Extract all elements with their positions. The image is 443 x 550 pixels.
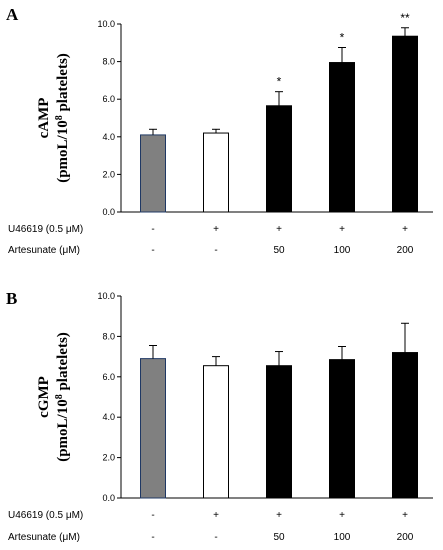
treatment-row-label: Artesunate (μM)	[8, 532, 80, 543]
bar	[266, 365, 292, 499]
y-tick-label: 2.0	[102, 169, 115, 179]
panel-letter: B	[6, 289, 17, 308]
y-axis-label-line2-rest: platelets)	[55, 53, 71, 115]
bar	[203, 132, 229, 213]
treatment-row-value: -	[151, 224, 154, 235]
y-tick-label: 6.0	[102, 372, 115, 382]
significance-marker: *	[340, 31, 345, 45]
y-tick-label: 8.0	[102, 331, 115, 341]
significance-marker: **	[400, 11, 410, 25]
treatment-row-value: +	[276, 224, 282, 235]
bar	[266, 105, 292, 213]
y-axis-label-line2-rest: platelets)	[55, 332, 71, 394]
treatment-row-value: +	[339, 510, 345, 521]
treatment-row-value: +	[213, 224, 219, 235]
y-tick-label: 6.0	[102, 94, 115, 104]
treatment-row-label: U46619 (0.5 μM)	[8, 224, 83, 235]
significance-marker: *	[277, 75, 282, 89]
y-axis-label-line2: (pmoL/10	[55, 399, 71, 462]
bar	[140, 134, 166, 213]
treatment-row-value: -	[214, 245, 217, 256]
y-axis-label-superscript: 8	[54, 394, 65, 399]
bar	[392, 352, 418, 499]
y-axis-label-line2: (pmoL/10	[55, 120, 71, 183]
y-tick-label: 4.0	[102, 412, 115, 422]
y-axis-label-line1: cAMP	[36, 98, 52, 139]
bar	[392, 35, 418, 213]
y-tick-label: 0.0	[102, 493, 115, 503]
y-axis-label-line1: cGMP	[36, 376, 52, 418]
bar	[329, 62, 355, 213]
treatment-row-value: +	[339, 224, 345, 235]
treatment-row-label: U46619 (0.5 μM)	[8, 510, 83, 521]
treatment-row-value: 200	[397, 532, 414, 543]
y-tick-label: 4.0	[102, 132, 115, 142]
y-tick-label: 0.0	[102, 207, 115, 217]
treatment-row-value: -	[151, 245, 154, 256]
bar	[203, 365, 229, 499]
bar	[329, 359, 355, 499]
treatment-row-value: 50	[273, 245, 285, 256]
treatment-row-value: 50	[273, 532, 285, 543]
treatment-row-value: -	[151, 510, 154, 521]
bar	[140, 358, 166, 499]
y-axis-label: cAMP(pmoL/108 platelets)	[36, 53, 71, 183]
y-tick-label: 10.0	[97, 291, 115, 301]
treatment-row-value: +	[402, 510, 408, 521]
treatment-row-value: 100	[334, 532, 351, 543]
y-tick-label: 2.0	[102, 453, 115, 463]
treatment-row-value: +	[276, 510, 282, 521]
y-axis-label: cGMP(pmoL/108 platelets)	[36, 332, 71, 462]
treatment-row-value: 100	[334, 245, 351, 256]
y-tick-label: 10.0	[97, 19, 115, 29]
treatment-row-value: +	[402, 224, 408, 235]
treatment-row-label: Artesunate (μM)	[8, 245, 80, 256]
panel-letter: A	[6, 5, 19, 24]
y-axis-label-superscript: 8	[54, 115, 65, 120]
treatment-row-value: +	[213, 510, 219, 521]
treatment-row-value: -	[214, 532, 217, 543]
treatment-row-value: -	[151, 532, 154, 543]
y-tick-label: 8.0	[102, 57, 115, 67]
treatment-row-value: 200	[397, 245, 414, 256]
